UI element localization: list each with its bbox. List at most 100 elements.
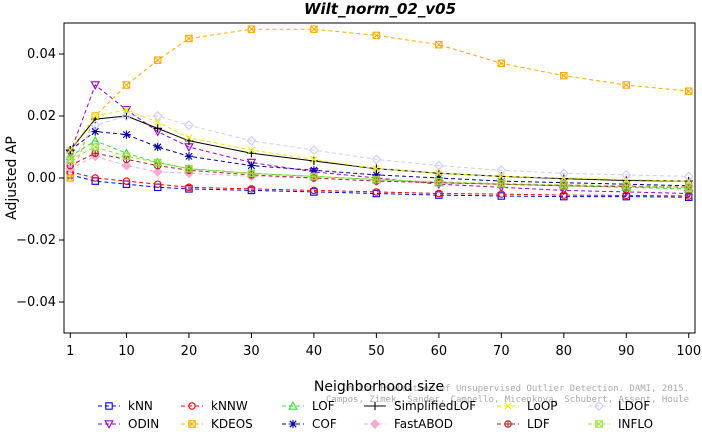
- legend-item-lof: LOF: [282, 399, 335, 413]
- data-point-inflo: [66, 155, 74, 164]
- series-kdeos: [66, 25, 693, 182]
- data-point-loop: [185, 134, 193, 142]
- data-point-cof: [309, 166, 319, 175]
- legend-marker: [504, 402, 512, 410]
- data-point-cof: [247, 161, 256, 170]
- data-point-knnw: [372, 188, 381, 196]
- legend-label: ODIN: [128, 417, 159, 431]
- axes-layer: 1 10 20 30 40 50 60 70 80 90 100 −0.04 −0.02 0.00 0.02…: [16, 47, 701, 359]
- watermark: On the Evaluation of Unsupervised Outlie…: [326, 384, 689, 405]
- data-point-knnw: [185, 183, 193, 192]
- data-point-kdeos: [560, 71, 568, 80]
- legend-marker: [595, 420, 603, 428]
- watermark-line-2: On the Evaluation of Unsupervised Outlie…: [342, 384, 689, 394]
- legend-item-cof: COF: [282, 417, 337, 431]
- legend-item-knnw: kNNW: [181, 399, 248, 413]
- x-tick-label: 1: [66, 344, 74, 359]
- x-tick-label: 70: [493, 344, 510, 359]
- data-point-inflo: [91, 143, 99, 151]
- legend-marker: [104, 420, 114, 429]
- data-point-ldf: [66, 161, 74, 170]
- y-axis-label: Adjusted AP: [4, 136, 20, 220]
- data-point-ldof: [433, 160, 444, 171]
- series-line-loop: [69, 109, 689, 182]
- x-tick-label: 30: [243, 344, 260, 359]
- data-point-ldof: [371, 154, 382, 165]
- data-point-fastabod: [152, 166, 163, 177]
- legend-marker: [288, 401, 298, 410]
- y-tick-label: 0.04: [27, 47, 56, 62]
- data-point-cof: [122, 130, 131, 139]
- data-point-loop: [154, 118, 162, 126]
- legend-label: INFLO: [618, 417, 653, 431]
- data-point-loop: [91, 112, 99, 120]
- data-point-knnw: [685, 192, 693, 200]
- data-point-inflo: [153, 158, 162, 167]
- data-point-inflo: [185, 164, 193, 173]
- legend-marker: [504, 420, 512, 428]
- legend-label: COF: [312, 417, 337, 431]
- data-point-knnw: [435, 189, 443, 198]
- data-point-ldof: [90, 120, 101, 131]
- y-tick-label: 0.00: [27, 171, 56, 186]
- legend-label: LoOP: [527, 399, 558, 413]
- data-point-ldof: [246, 135, 257, 146]
- data-point-inflo: [560, 181, 568, 189]
- data-point-kdeos: [66, 174, 74, 182]
- x-tick-label: 90: [618, 344, 635, 359]
- data-point-knnw: [247, 185, 256, 193]
- data-point-loop: [122, 106, 131, 114]
- data-point-ldof: [496, 165, 507, 176]
- data-point-loop: [372, 165, 380, 173]
- data-point-simplifiedlof: [309, 156, 319, 166]
- data-point-cof: [91, 127, 100, 136]
- data-point-knnw: [153, 180, 162, 188]
- data-point-knn: [153, 183, 162, 192]
- data-point-inflo: [122, 152, 131, 161]
- data-point-inflo: [247, 169, 256, 178]
- data-point-kdeos: [435, 40, 443, 49]
- legend-label: kNNW: [211, 399, 248, 413]
- legend-item-ldf: LDF: [497, 417, 550, 431]
- series-inflo: [66, 143, 693, 192]
- series-layer: [65, 25, 694, 201]
- legend-item-inflo: INFLO: [588, 417, 653, 431]
- data-point-inflo: [685, 183, 693, 192]
- data-point-kdeos: [685, 87, 693, 95]
- legend-marker: [188, 402, 196, 410]
- x-tick-label: 60: [431, 344, 448, 359]
- legend-label: LDF: [527, 417, 550, 431]
- data-point-fastabod: [121, 160, 132, 171]
- data-point-knnw: [310, 186, 318, 195]
- data-point-loop: [66, 146, 74, 154]
- series-line-knnw: [70, 171, 689, 197]
- series-knnw: [66, 168, 693, 200]
- data-point-kdeos: [153, 56, 162, 64]
- legend-marker: [370, 419, 380, 429]
- legend-label: kNN: [128, 399, 153, 413]
- data-point-inflo: [435, 177, 443, 186]
- x-axis-label: Neighborhood size: [314, 379, 444, 395]
- legend-marker: [288, 419, 298, 429]
- data-point-knnw: [622, 191, 631, 200]
- data-point-knn: [91, 177, 99, 185]
- data-point-inflo: [372, 175, 381, 184]
- series-line-kdeos: [69, 28, 689, 179]
- data-point-kdeos: [122, 81, 131, 89]
- legend-label: KDEOS: [211, 417, 253, 431]
- data-point-loop: [497, 172, 505, 181]
- data-point-inflo: [497, 179, 506, 188]
- data-point-knnw: [560, 191, 568, 199]
- legend-marker: [594, 401, 604, 411]
- legend-item-ldof: LDOF: [588, 399, 650, 413]
- legend-marker: [105, 402, 113, 410]
- legend-label: FastABOD: [394, 417, 453, 431]
- x-tick-label: 100: [676, 344, 701, 359]
- legend-label: SimplifiedLOF: [394, 399, 476, 413]
- data-point-cof: [372, 170, 381, 180]
- data-point-inflo: [622, 182, 631, 190]
- x-tick-label: 50: [368, 344, 385, 359]
- x-tick-label: 10: [118, 344, 135, 359]
- data-point-kdeos: [247, 25, 256, 33]
